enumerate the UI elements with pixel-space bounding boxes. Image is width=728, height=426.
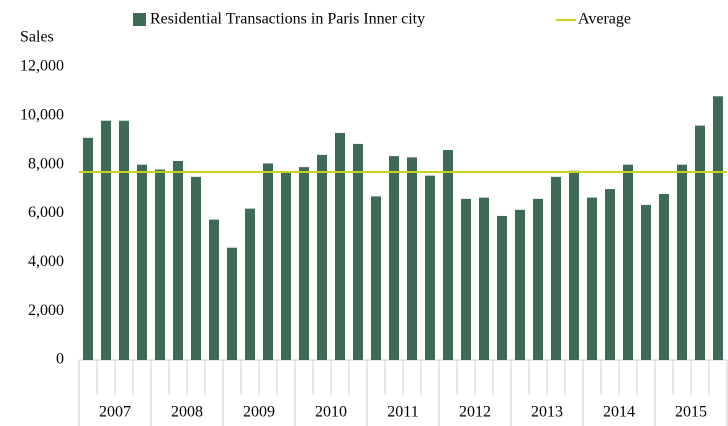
y-tick-label: 0 [56,351,64,368]
bar [443,150,453,360]
bar [677,164,687,360]
bar [461,198,471,360]
x-group-label: 2011 [387,404,418,421]
bar [137,164,147,360]
y-tick-label: 12,000 [20,58,64,75]
x-group-label: 2013 [531,404,563,421]
bar [695,125,705,360]
x-group-label: 2008 [171,404,203,421]
bar [173,161,183,360]
x-group-label: 2014 [603,404,635,421]
bar [191,176,201,360]
bar [587,197,597,360]
y-axis-label: Sales [20,29,54,46]
bar [479,197,489,360]
legend-swatch [133,13,146,26]
y-tick-label: 8,000 [28,155,64,172]
bar [407,157,417,360]
bar [227,247,237,360]
y-tick-label: 10,000 [20,107,64,124]
bar [155,169,165,360]
x-group-label: 2009 [243,404,275,421]
bar [101,120,111,360]
bar [119,120,129,360]
bar [713,96,723,361]
bar [497,215,507,360]
bar [569,170,579,360]
x-group-label: 2012 [459,404,491,421]
bar [533,198,543,360]
bar [623,164,633,360]
bar [263,163,273,360]
bar [371,196,381,360]
bar [317,154,327,360]
y-tick-label: 2,000 [28,302,64,319]
bar [83,137,93,360]
bar [389,156,399,360]
bar [515,209,525,360]
bar [659,193,669,360]
bar [605,189,615,360]
bar [209,219,219,360]
bar [425,175,435,360]
bar [299,167,309,360]
y-tick-label: 6,000 [28,204,64,221]
x-group-label: 2007 [99,404,131,421]
bar [353,143,363,360]
bar [641,204,651,360]
bar [335,132,345,360]
bar [281,171,291,360]
y-tick-label: 4,000 [28,253,64,270]
x-group-label: 2010 [315,404,347,421]
bar [245,208,255,360]
legend-label: Average [578,11,631,28]
bar [551,176,561,360]
legend-label: Residential Transactions in Paris Inner … [150,11,425,28]
x-group-label: 2015 [675,404,707,421]
